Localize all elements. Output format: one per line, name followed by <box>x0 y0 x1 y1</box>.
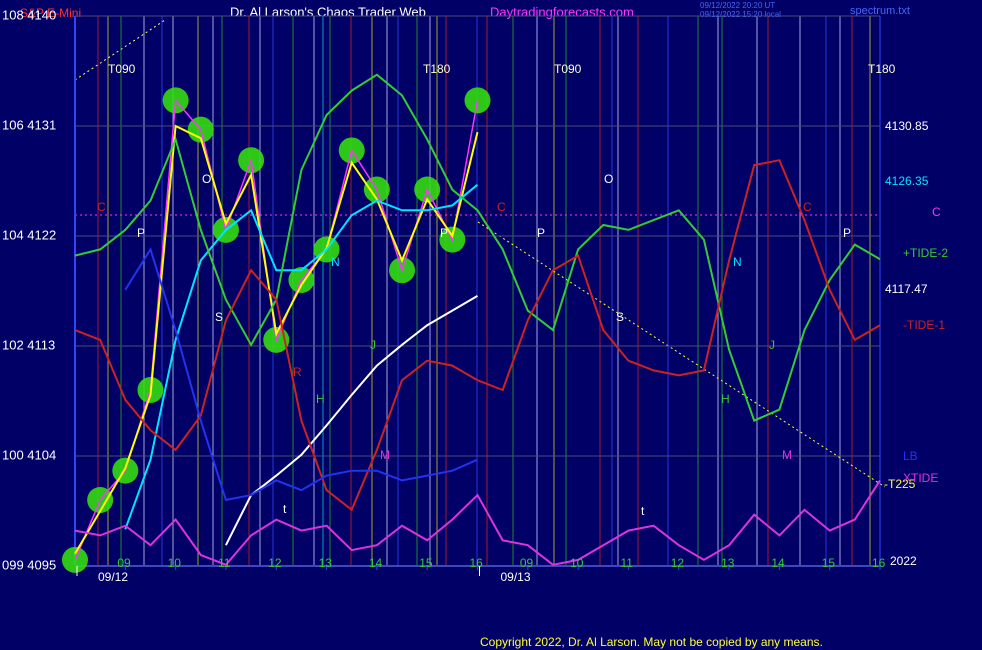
chart-letters: C P O S N R H J M t P C P O S N H J M C … <box>97 172 851 518</box>
letter: M <box>782 448 792 462</box>
cycle-label: T180 <box>423 62 451 76</box>
site-title: Dr. Al Larson's Chaos Trader Web <box>230 4 426 19</box>
letter: P <box>137 226 145 240</box>
x-tick-label: 12 <box>268 556 282 570</box>
file-name: spectrum.txt <box>850 5 910 17</box>
y-tick-label: 100 4104 <box>2 447 56 462</box>
cycle-label: T180 <box>868 62 896 76</box>
trend-label: -T225 <box>884 477 916 491</box>
letter: O <box>604 172 613 186</box>
date-label: 09/13 <box>501 570 531 584</box>
legend-entry: -TIDE-1 <box>903 318 945 332</box>
cycle-label: T090 <box>554 62 582 76</box>
series-line <box>124 247 478 502</box>
plot <box>62 15 881 573</box>
x-tick-label: 09 <box>117 556 131 570</box>
instrument: S&P E-Mini <box>20 6 81 20</box>
date-label: 09/12 <box>98 570 128 584</box>
x-tick-label: 14 <box>771 556 785 570</box>
x-tick-label: 15 <box>419 556 433 570</box>
x-tick-label: 12 <box>671 556 685 570</box>
trend-line <box>477 221 886 488</box>
x-tick-label: 16 <box>872 556 886 570</box>
y-tick-label: 106 4131 <box>2 117 56 132</box>
letter: P <box>843 226 851 240</box>
y-tick-label: 099 4095 <box>2 557 56 572</box>
trend-line <box>74 19 166 81</box>
legend-entry: +TIDE-2 <box>903 246 948 260</box>
year-label: 2022 <box>890 554 917 568</box>
x-tick-label: 10 <box>168 556 182 570</box>
site-url[interactable]: Daytradingforecasts.com <box>490 4 634 19</box>
letter: C <box>497 200 506 214</box>
cycle-label: T090 <box>108 62 136 76</box>
series-line <box>225 295 479 546</box>
letter: H <box>316 392 325 406</box>
letter: M <box>380 448 390 462</box>
x-tick-label: 11 <box>218 556 231 570</box>
timestamp: 09/12/2022 15:20 local <box>700 10 781 19</box>
price-label: 4126.35 <box>885 174 929 188</box>
y-tick-label: 102 4113 <box>2 337 55 352</box>
x-tick-label: 13 <box>721 556 735 570</box>
y-tick-label: 108 4140 <box>2 7 56 22</box>
x-tick-label: 10 <box>570 556 584 570</box>
letter: P <box>440 226 448 240</box>
letter: J <box>370 338 376 352</box>
series-line <box>74 73 881 422</box>
x-tick-label: 15 <box>822 556 836 570</box>
letter: S <box>215 310 223 324</box>
x-tick-label: 09 <box>520 556 534 570</box>
series-line <box>74 479 881 566</box>
x-tick-label: 13 <box>319 556 333 570</box>
x-tick-label: 16 <box>470 556 484 570</box>
letter: J <box>769 338 775 352</box>
y-tick-label: 104 4122 <box>2 227 56 242</box>
letter: S <box>616 310 624 324</box>
timestamp: 09/12/2022 20:20 UT <box>700 1 775 10</box>
copyright: Copyright 2022, Dr. Al Larson. May not b… <box>480 635 823 649</box>
level-label: C <box>932 205 941 219</box>
x-tick-label: 11 <box>620 556 633 570</box>
letter: R <box>293 365 302 379</box>
series-line <box>124 183 479 530</box>
price-label: 4130.85 <box>885 119 929 133</box>
letter: H <box>721 392 730 406</box>
letter: P <box>537 226 545 240</box>
letter: O <box>202 172 211 186</box>
series-line <box>74 159 881 512</box>
x-tick-label: 14 <box>369 556 383 570</box>
letter: C <box>97 200 106 214</box>
letter: t <box>641 504 645 518</box>
price-label: 4117.47 <box>885 282 928 296</box>
letter: N <box>733 255 742 269</box>
legend-entry: XTIDE <box>903 471 938 485</box>
letter: C <box>803 200 812 214</box>
letter: t <box>283 502 287 516</box>
letter: N <box>331 255 340 269</box>
legend-entry: LB <box>903 449 918 463</box>
